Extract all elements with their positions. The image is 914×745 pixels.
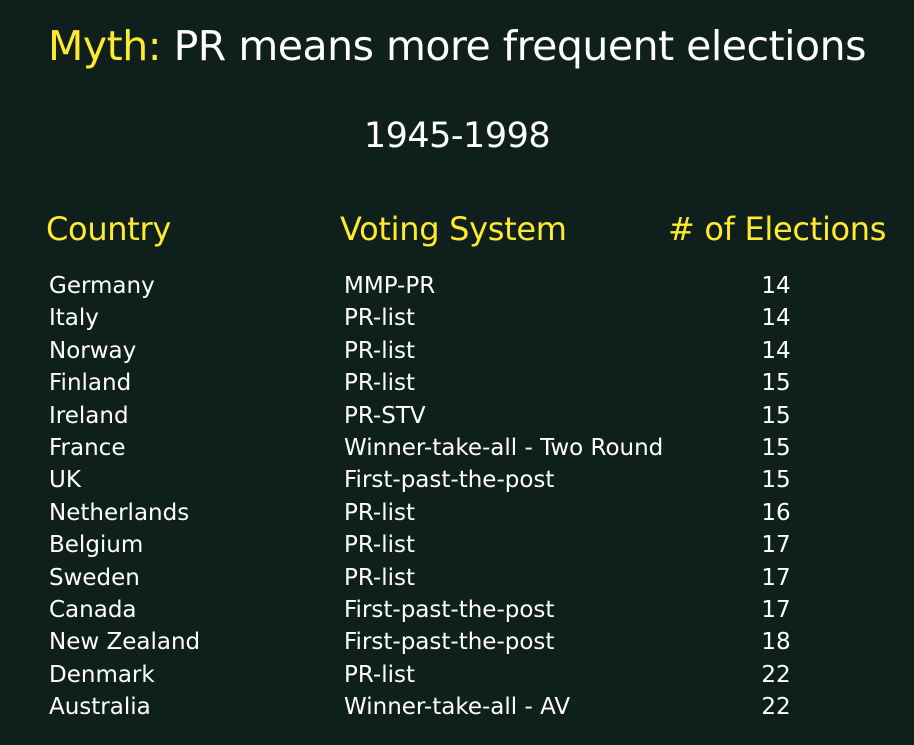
elections-count-cell: 15 [761,370,791,397]
elections-count-cell: 17 [761,596,791,623]
elections-count-cell: 22 [761,694,791,721]
country-cell: Netherlands [49,499,190,526]
table-row: Belgium PR-list 17 [0,529,914,561]
country-cell: Norway [49,337,137,364]
country-cell: Denmark [49,661,155,688]
country-cell: Italy [49,305,99,332]
elections-count-cell: 15 [761,402,791,429]
elections-count-cell: 14 [761,273,791,299]
voting-system-cell: First-past-the-post [344,467,555,494]
table-row: Denmark PR-list 22 [0,659,914,691]
country-cell: Canada [49,596,137,623]
table-row: Norway PR-list 14 [0,335,914,367]
elections-count-cell: 14 [761,305,791,332]
title-prefix: Myth: [48,22,162,70]
elections-count-cell: 16 [761,499,791,526]
table-row: Germany MMP-PR 14 [0,270,914,302]
voting-system-cell: Winner-take-all - AV [344,694,571,721]
table-row: Ireland PR-STV 15 [0,400,914,432]
voting-system-cell: PR-list [344,370,415,397]
page-subtitle: 1945-1998 [363,116,551,156]
country-cell: France [49,434,126,461]
voting-system-cell: PR-list [344,661,415,688]
voting-system-cell: MMP-PR [344,273,436,299]
voting-system-cell: PR-list [344,564,415,591]
title-text: PR means more frequent elections [161,22,867,70]
elections-count-cell: 17 [761,532,791,559]
table-row: Italy PR-list 14 [0,302,914,334]
elections-count-cell: 14 [761,337,791,364]
voting-system-cell: PR-list [344,305,415,332]
elections-count-cell: 15 [761,434,791,461]
page-title: Myth: PR means more frequent elections [0,22,914,70]
country-cell: UK [49,467,81,494]
country-cell: Sweden [49,564,140,591]
table-row: Finland PR-list 15 [0,367,914,399]
elections-count-cell: 17 [761,564,791,591]
table-body: Germany MMP-PR 14 Italy PR-list 14 Norway PR-li… [0,270,914,723]
country-cell: Germany [49,273,155,299]
column-header-country: Country [46,210,172,248]
voting-system-cell: PR-list [344,337,415,364]
voting-system-cell: PR-STV [344,402,426,429]
country-cell: Australia [49,694,151,721]
column-header-elections: # of Elections [668,210,887,248]
voting-system-cell: PR-list [344,499,415,526]
table-row: Netherlands PR-list 16 [0,497,914,529]
country-cell: Finland [49,370,132,397]
table-row: France Winner-take-all - Two Round 15 [0,432,914,464]
column-header-voting-system: Voting System [340,210,567,248]
voting-system-cell: Winner-take-all - Two Round [344,434,664,461]
table-row: New Zealand First-past-the-post 18 [0,626,914,658]
country-cell: New Zealand [49,629,201,656]
elections-count-cell: 15 [761,467,791,494]
voting-system-cell: First-past-the-post [344,596,555,623]
elections-count-cell: 22 [761,661,791,688]
voting-system-cell: First-past-the-post [344,629,555,656]
table-row: UK First-past-the-post 15 [0,464,914,496]
table-row: Sweden PR-list 17 [0,562,914,594]
table-row: Canada First-past-the-post 17 [0,594,914,626]
country-cell: Ireland [49,402,129,429]
elections-count-cell: 18 [761,629,791,656]
table-row: Australia Winner-take-all - AV 22 [0,691,914,723]
voting-system-cell: PR-list [344,532,415,559]
country-cell: Belgium [49,532,144,559]
